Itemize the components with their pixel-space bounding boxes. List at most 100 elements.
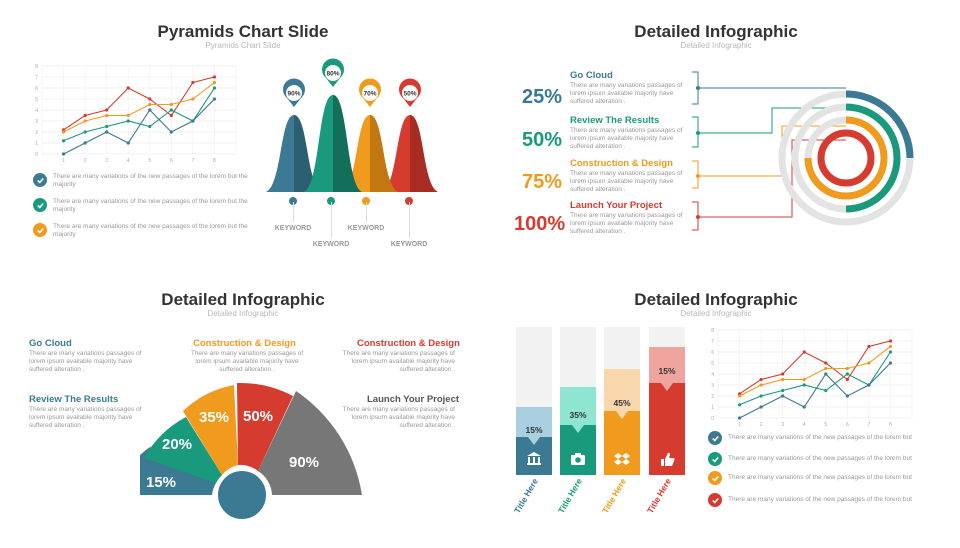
block-title-go-cloud: Go Cloud [29, 338, 72, 349]
q3-subtitle: Detailed Infographic [207, 309, 279, 318]
check-icon [708, 452, 722, 466]
svg-text:90%: 90% [287, 91, 300, 98]
data-point [126, 113, 130, 118]
data-point [845, 394, 849, 398]
percent-100: 100% [514, 213, 566, 235]
y-tick-label: 8 [711, 328, 714, 334]
q4-title: Detailed Infographic [634, 290, 798, 309]
y-tick-label: 3 [35, 119, 38, 125]
data-point [83, 113, 87, 118]
data-point [126, 86, 130, 90]
camera-icon [571, 453, 585, 465]
q2-subtitle: Detailed Infographic [680, 41, 752, 50]
y-tick-label: 1 [711, 405, 714, 411]
keyword-2: KEYWORD [312, 241, 350, 248]
data-point [737, 394, 742, 398]
pyramid-chart: 90% 80% 70% 50% [266, 58, 438, 205]
data-point [867, 361, 871, 365]
pin-3: 70% [359, 78, 381, 107]
fan-chart: 15% 20% 35% 50% 90% [140, 382, 362, 523]
y-tick-label: 4 [711, 372, 714, 378]
data-point [105, 108, 109, 112]
pin-2: 80% [322, 58, 344, 87]
data-point [83, 130, 87, 134]
x-tick-label: 7 [867, 422, 870, 428]
x-tick-label: 8 [213, 158, 216, 164]
q4-subtitle: Detailed Infographic [680, 309, 752, 318]
check-item: There are many variations of the new pas… [33, 198, 253, 214]
data-point [824, 366, 828, 371]
x-tick-label: 8 [889, 422, 892, 428]
percent-25: 25% [522, 86, 563, 108]
block-title-construction-2: Construction & Design [357, 338, 460, 349]
block-title-construction: Construction & Design [193, 338, 296, 349]
series-line-2 [63, 82, 215, 133]
data-point [802, 350, 806, 354]
check-icon [33, 173, 47, 187]
svg-text:15%: 15% [658, 366, 675, 376]
x-tick-label: 3 [105, 158, 108, 164]
pin-1: 90% [283, 78, 305, 107]
svg-text:80%: 80% [326, 71, 339, 78]
x-tick-label: 1 [62, 158, 65, 164]
data-point [212, 80, 217, 85]
percent-75: 75% [522, 171, 563, 193]
svg-text:35%: 35% [199, 409, 229, 426]
check-item: There are many variations of the new pas… [708, 493, 928, 507]
data-point [888, 344, 893, 349]
check-icon [33, 223, 47, 237]
bank-icon [527, 452, 541, 465]
data-point [824, 372, 828, 376]
data-point [191, 80, 195, 85]
center-circle [214, 467, 270, 523]
data-point [845, 377, 849, 382]
q1-subtitle: Pyramids Chart Slide [205, 41, 281, 50]
y-tick-label: 6 [711, 350, 714, 356]
y-tick-label: 5 [711, 361, 714, 367]
svg-text:70%: 70% [363, 91, 376, 98]
dropbox-icon [614, 453, 630, 465]
series-line-3 [739, 351, 891, 406]
ring-50 [845, 103, 901, 213]
column-caption-1: Title Here [512, 476, 540, 515]
y-tick-label: 2 [711, 394, 714, 400]
check-icon [33, 198, 47, 212]
x-tick-label: 5 [824, 422, 827, 428]
data-point [169, 113, 173, 118]
series-line-1 [739, 340, 891, 395]
segment-50 [237, 382, 293, 471]
data-point [867, 383, 871, 387]
svg-text:15%: 15% [146, 474, 176, 491]
data-point [888, 339, 893, 343]
svg-text:15%: 15% [525, 425, 542, 435]
y-tick-label: 3 [711, 383, 714, 389]
data-point [169, 130, 173, 134]
block-title-review: Review The Results [29, 394, 119, 405]
y-tick-label: 5 [35, 97, 38, 103]
ring-75 [804, 116, 888, 200]
x-tick-label: 7 [191, 158, 194, 164]
data-point [126, 119, 130, 123]
data-point [888, 350, 893, 354]
data-point [781, 377, 785, 382]
y-tick-label: 0 [35, 152, 38, 158]
check-icon [708, 471, 722, 485]
series-line-1 [63, 76, 215, 131]
ring-100 [817, 129, 875, 187]
data-point [845, 366, 849, 371]
data-point [83, 141, 87, 145]
data-point [781, 394, 785, 398]
data-point [105, 113, 109, 118]
data-point [867, 344, 871, 349]
data-point [148, 97, 152, 101]
ring-25 [845, 90, 914, 159]
svg-text:35%: 35% [569, 410, 586, 420]
check-item: There are many variations of the new pas… [708, 431, 928, 445]
x-tick-label: 2 [760, 422, 763, 428]
keyword-4: KEYWORD [390, 241, 428, 248]
y-tick-label: 7 [711, 339, 714, 345]
series-line-3 [63, 87, 215, 142]
data-point [191, 97, 195, 101]
keyword-1: KEYWORD [274, 225, 312, 232]
data-point [61, 128, 66, 132]
